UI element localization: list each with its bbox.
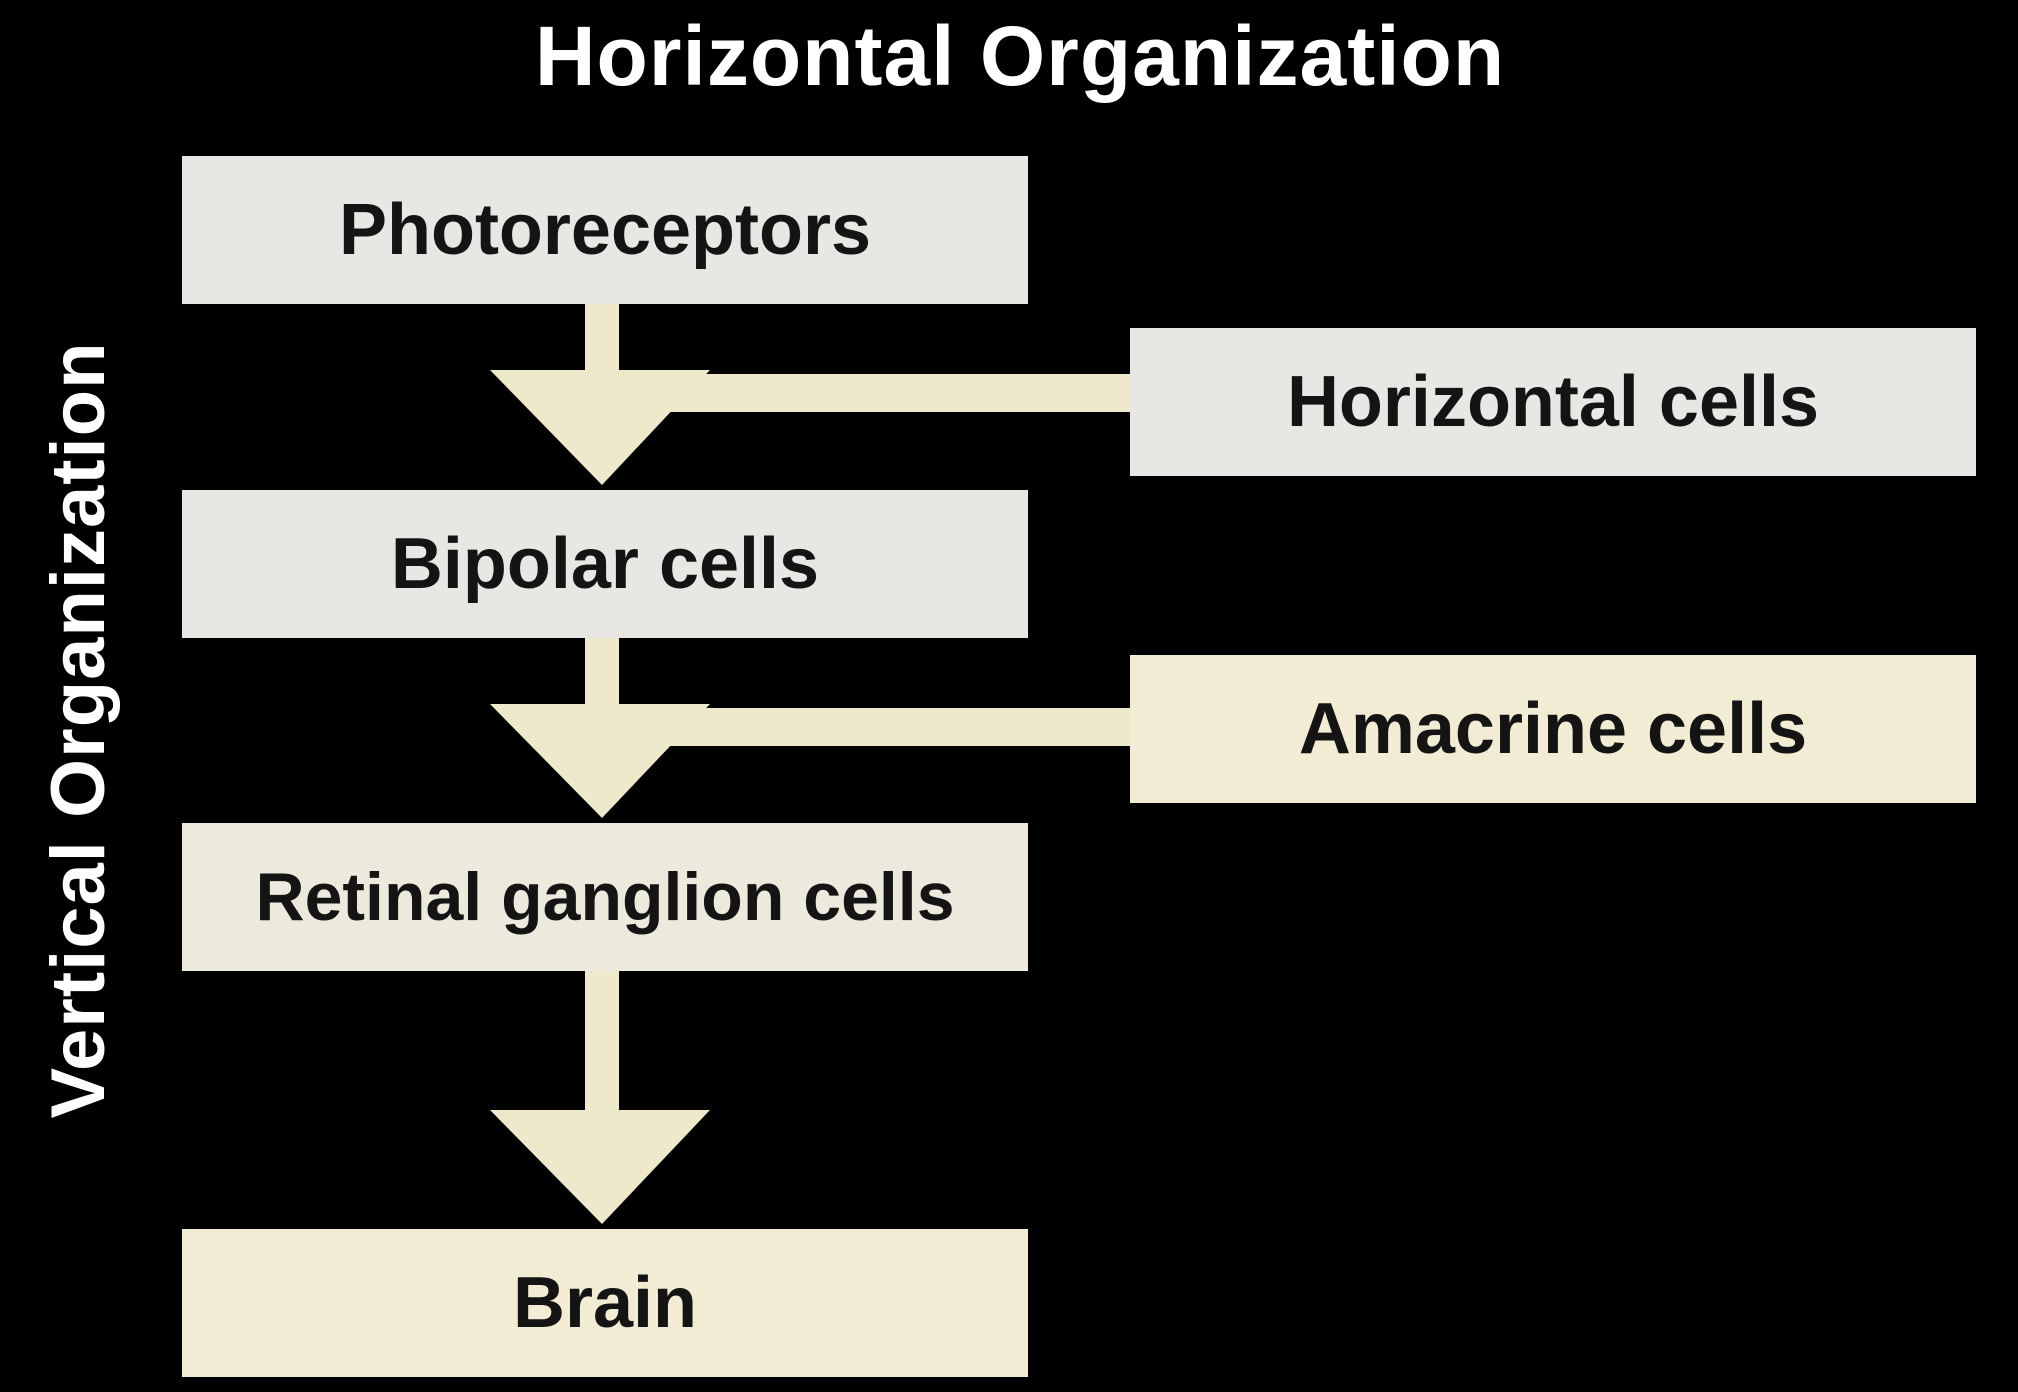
arrow-shaft-ganglion-brain [585,969,619,1117]
arrowhead-ganglion-brain [490,1110,710,1224]
diagram-title: Horizontal Organization [534,9,1506,103]
connector-horizontal-cells [602,374,1132,412]
box-retinal-ganglion-cells-label: Retinal ganglion cells [255,859,955,935]
box-amacrine-cells: Amacrine cells [1130,655,1976,803]
box-horizontal-cells: Horizontal cells [1130,328,1976,476]
box-bipolar-cells: Bipolar cells [182,490,1028,638]
box-photoreceptors: Photoreceptors [182,156,1028,304]
box-amacrine-cells-label: Amacrine cells [1298,689,1808,769]
box-horizontal-cells-label: Horizontal cells [1286,362,1820,442]
box-retinal-ganglion-cells: Retinal ganglion cells [182,823,1028,971]
box-photoreceptors-label: Photoreceptors [338,190,872,270]
box-bipolar-cells-label: Bipolar cells [390,524,820,604]
connector-amacrine-cells [602,708,1132,746]
box-brain-label: Brain [512,1263,698,1343]
box-brain: Brain [182,1229,1028,1377]
